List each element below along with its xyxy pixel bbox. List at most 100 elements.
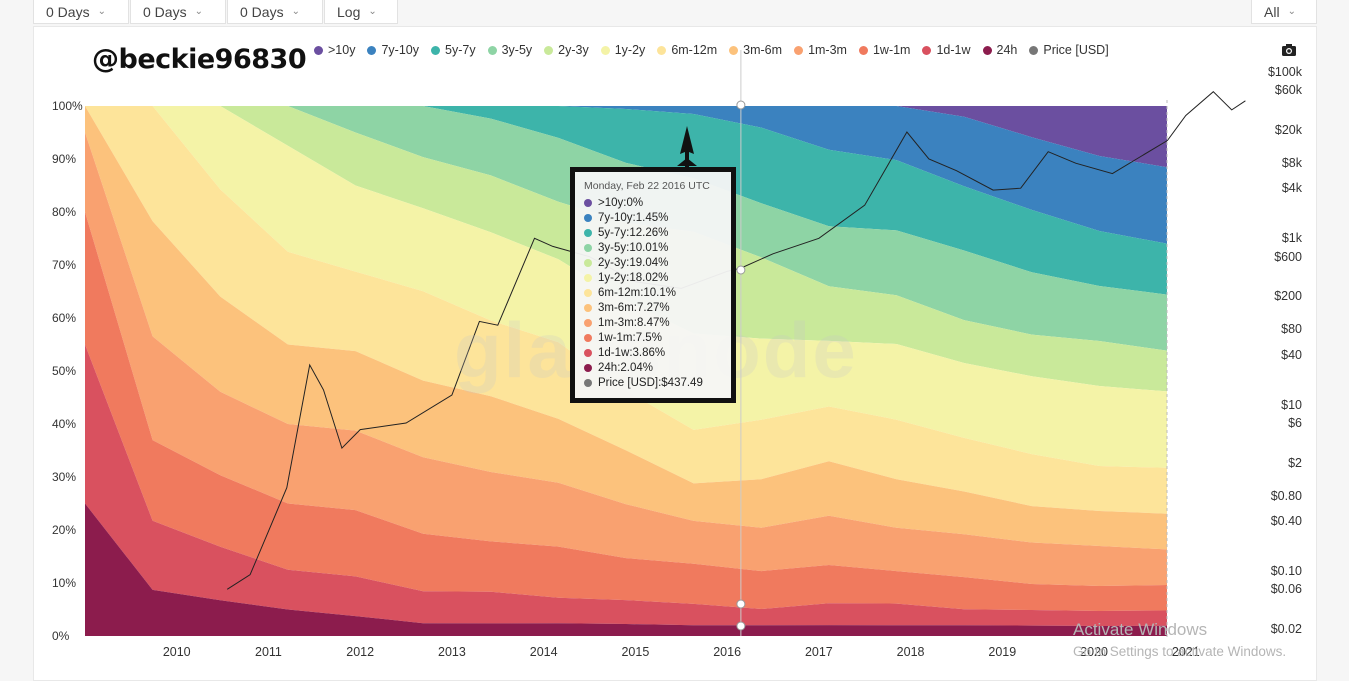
- legend-item[interactable]: 6m-12m: [657, 43, 717, 57]
- tooltip-row: 1d-1w: 3.86%: [584, 345, 731, 360]
- crosshair-marker: [736, 100, 746, 110]
- x-tick-label: 2012: [346, 645, 375, 659]
- range-dropdown-2[interactable]: 0 Days ⌄: [130, 0, 226, 24]
- legend-item[interactable]: 7y-10y: [367, 43, 419, 57]
- price-tick-label: $4k: [1281, 181, 1302, 196]
- area-series: [85, 106, 1167, 295]
- legend-item[interactable]: 24h: [982, 43, 1017, 57]
- tooltip-separator: :: [617, 361, 621, 374]
- tooltip-row: 3m-6m: 7.27%: [584, 300, 731, 315]
- camera-icon[interactable]: [1281, 43, 1297, 60]
- tooltip-separator: :: [640, 286, 644, 299]
- tooltip-label: 1m-3m: [598, 316, 634, 329]
- y-tick-label: 100%: [52, 99, 83, 113]
- legend-item[interactable]: Price [USD]: [1029, 43, 1109, 57]
- x-tick-label: 2018: [896, 645, 925, 659]
- tooltip-swatch: [584, 288, 592, 297]
- dropdown-label: 0 Days: [46, 3, 90, 20]
- tooltip-row: 1m-3m: 8.47%: [584, 315, 731, 330]
- legend-swatch: [657, 45, 667, 55]
- tooltip-swatch: [584, 273, 592, 282]
- tooltip-row: 3y-5y: 10.01%: [584, 240, 731, 255]
- range-dropdown-3[interactable]: 0 Days ⌄: [227, 0, 323, 24]
- range-dropdown-1[interactable]: 0 Days ⌄: [33, 0, 129, 24]
- tooltip-row: 5y-7y: 12.26%: [584, 225, 731, 240]
- tooltip-value: 0%: [626, 196, 644, 209]
- chevron-down-icon: ⌄: [368, 6, 377, 17]
- tooltip-value: 10.01%: [629, 241, 669, 254]
- chevron-down-icon: ⌄: [1287, 6, 1296, 17]
- x-tick-label: 2011: [255, 645, 282, 659]
- tooltip-separator: :: [626, 256, 630, 269]
- tooltip-separator: :: [632, 211, 636, 224]
- tooltip-value: 12.26%: [629, 226, 669, 239]
- activate-windows-subtitle: Go to Settings to activate Windows.: [1073, 644, 1287, 659]
- tooltip-row: 7y-10y: 1.45%: [584, 210, 731, 225]
- tooltip-swatch: [584, 333, 592, 342]
- tooltip-date: Monday, Feb 22 2016 UTC: [584, 180, 710, 192]
- tooltip-swatch: [584, 228, 592, 237]
- y-tick-label: 80%: [52, 205, 77, 219]
- x-tick-label: 2016: [713, 645, 742, 659]
- tooltip-value: 19.04%: [629, 256, 669, 269]
- tooltip-separator: :: [626, 226, 630, 239]
- legend-swatch: [729, 45, 739, 55]
- tooltip-swatch: [584, 303, 592, 312]
- tooltip-separator: :: [629, 346, 633, 359]
- legend-swatch: [544, 45, 554, 55]
- legend-item[interactable]: 3m-6m: [729, 43, 782, 57]
- legend-item[interactable]: >10y: [314, 43, 355, 57]
- tooltip-separator: :: [658, 376, 662, 389]
- y-tick-label: 30%: [52, 470, 77, 484]
- area-series: [85, 106, 1167, 468]
- tooltip-value: 7.5%: [635, 331, 662, 344]
- tooltip-label: 1d-1w: [598, 346, 630, 359]
- legend-item[interactable]: 2y-3y: [544, 43, 589, 57]
- timeframe-dropdown[interactable]: All ⌄: [1251, 0, 1317, 24]
- tooltip-separator: :: [632, 331, 636, 344]
- legend-label: >10y: [328, 43, 356, 57]
- tooltip-row: Price [USD]: $437.49: [584, 375, 731, 390]
- legend-swatch: [858, 45, 868, 55]
- price-tick-label: $0.40: [1270, 513, 1302, 528]
- legend-label: 3y-5y: [501, 43, 533, 57]
- tooltip-label: 3y-5y: [598, 241, 627, 254]
- legend-item[interactable]: 1m-3m: [794, 43, 847, 57]
- dropdown-label: Log: [337, 3, 361, 20]
- price-tick-label: $2: [1288, 455, 1302, 470]
- chevron-down-icon: ⌄: [291, 6, 300, 17]
- price-tick-label: $8k: [1281, 156, 1302, 171]
- price-tick-label: $40: [1281, 347, 1302, 362]
- legend-item[interactable]: 3y-5y: [487, 43, 533, 57]
- legend-swatch: [1029, 45, 1039, 55]
- area-series: [85, 132, 1167, 586]
- price-tick-label: $60k: [1274, 83, 1302, 98]
- tooltip-label: Price [USD]: [598, 376, 659, 389]
- dropdown-label: All: [1264, 3, 1280, 20]
- price-tick-label: $0.10: [1270, 563, 1302, 578]
- scale-dropdown[interactable]: Log ⌄: [324, 0, 398, 24]
- price-tick-label: $100k: [1267, 65, 1302, 79]
- x-tick-label: 2015: [621, 645, 650, 659]
- legend-item[interactable]: 1y-2y: [600, 43, 645, 57]
- tooltip-value: 2.04%: [620, 361, 653, 374]
- legend-item[interactable]: 1d-1w: [922, 43, 971, 57]
- tooltip-row: 1y-2y: 18.02%: [584, 270, 731, 285]
- legend-item[interactable]: 5y-7y: [431, 43, 476, 57]
- tooltip-swatch: [584, 378, 592, 387]
- overlay-username: @beckie96830: [92, 44, 307, 75]
- chart-tooltip: Monday, Feb 22 2016 UTC >10y: 0% 7y-10y: …: [570, 167, 736, 403]
- x-tick-label: 2021: [1171, 645, 1200, 659]
- crosshair-marker: [736, 599, 746, 609]
- tooltip-row: 2y-3y: 19.04%: [584, 255, 731, 270]
- tooltip-value: 1.45%: [635, 211, 669, 224]
- legend-label: 3m-6m: [743, 43, 783, 57]
- tooltip-label: 1w-1m: [598, 331, 633, 344]
- area-series: [85, 106, 1167, 550]
- legend-swatch: [431, 45, 440, 55]
- dropdown-label: 0 Days: [240, 3, 284, 20]
- legend-label: 1d-1w: [936, 43, 971, 57]
- legend-item[interactable]: 1w-1m: [858, 43, 910, 57]
- y-tick-label: 40%: [52, 417, 77, 431]
